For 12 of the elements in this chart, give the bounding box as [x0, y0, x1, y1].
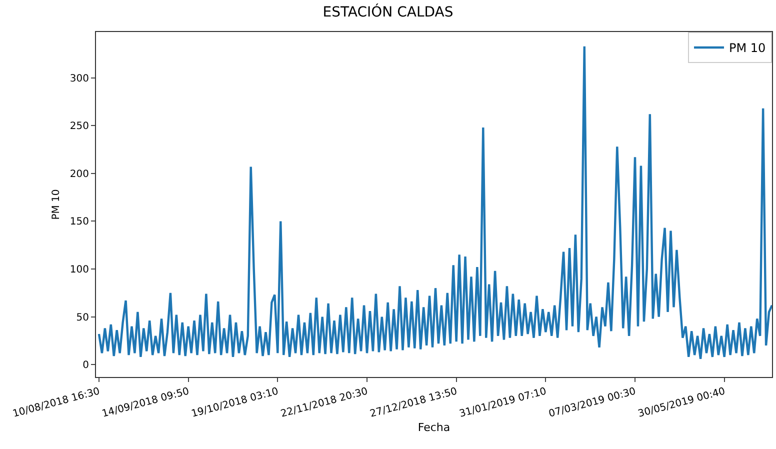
- y-tick-label: 0: [82, 360, 89, 372]
- line-series: [98, 45, 772, 360]
- x-axis-title: Fecha: [418, 421, 450, 434]
- y-tick-label: 200: [70, 168, 89, 180]
- chart-title: ESTACIÓN CALDAS: [322, 4, 454, 21]
- legend-label: PM 10: [729, 41, 766, 56]
- y-tick-label: 50: [76, 312, 89, 324]
- y-axis-title: PM 10: [50, 189, 62, 220]
- y-tick-label: 150: [70, 216, 89, 228]
- y-tick-label: 250: [70, 121, 89, 132]
- y-tick-label: 100: [70, 264, 89, 276]
- y-tick-label: 300: [70, 73, 89, 84]
